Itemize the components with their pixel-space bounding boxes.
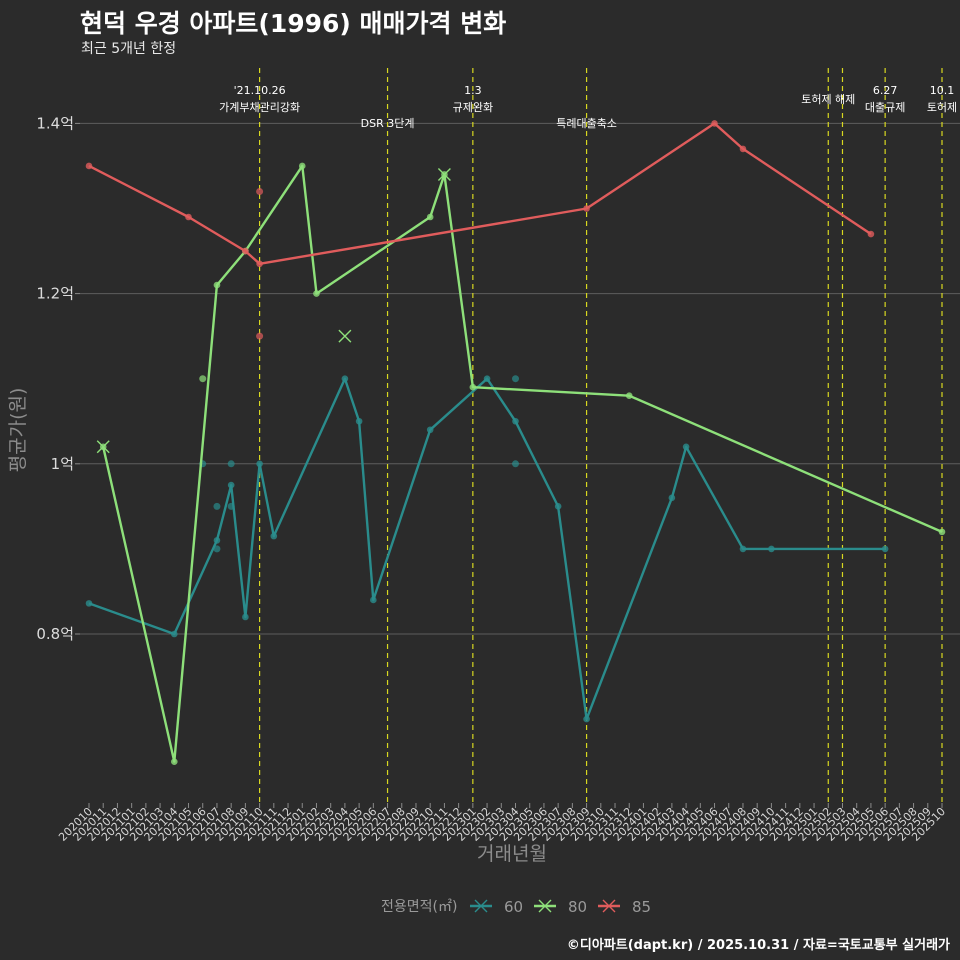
data-point [85, 162, 93, 170]
data-point [256, 260, 263, 268]
data-point [554, 503, 562, 510]
data-point [171, 630, 178, 638]
data-point [668, 494, 676, 502]
data-point [213, 281, 221, 289]
legend: 전용면적(㎡) 60 80 85 [381, 898, 651, 916]
data-point [512, 460, 519, 468]
series-group [85, 120, 946, 765]
event-date-label: '21.10.26 [234, 84, 286, 97]
event-label: 가계부채관리강화 [219, 101, 300, 114]
data-point [256, 187, 264, 195]
cross-point [437, 167, 451, 181]
series-85 [85, 120, 875, 340]
data-point [341, 375, 349, 383]
y-tick-label: 1.4억 [36, 114, 74, 132]
data-point [185, 213, 192, 221]
legend-title: 전용면적(㎡) [381, 899, 457, 915]
data-point [171, 758, 178, 765]
source-caption: ©디아파트(dapt.kr) / 2025.10.31 / 자료=국토교통부 실… [566, 938, 950, 953]
cross-point [338, 329, 352, 343]
series-line-85 [88, 122, 872, 265]
event-label: DSR 3단계 [361, 117, 415, 130]
legend-label: 80 [568, 898, 587, 916]
cross-point [96, 440, 110, 454]
data-point [739, 545, 747, 553]
data-point [426, 213, 434, 221]
event-date-label: 10.1 [930, 84, 955, 97]
data-point [256, 332, 264, 340]
event-markers [259, 68, 943, 803]
event-label: 특례대출축소 [556, 117, 617, 130]
data-point [739, 145, 747, 153]
event-date-label: 1.3 [464, 84, 482, 97]
event-label: 대출규제 [865, 101, 905, 114]
data-point [85, 600, 93, 607]
data-point [938, 528, 946, 536]
data-point [227, 460, 235, 468]
data-point [355, 417, 363, 425]
data-point [213, 545, 221, 553]
y-axis-title: 평균가(원) [7, 388, 29, 473]
y-tick-label: 0.8억 [36, 625, 74, 643]
data-point [270, 532, 278, 540]
data-point [199, 375, 207, 383]
data-point [881, 545, 889, 553]
series-60 [85, 375, 889, 723]
data-point [370, 596, 377, 604]
data-point [711, 120, 718, 127]
data-point [227, 481, 235, 489]
chart-title: 현덕 우경 아파트(1996) 매매가격 변화 [80, 9, 507, 38]
data-point [768, 545, 775, 553]
data-point [242, 613, 249, 621]
x-ticks: 2020102020112020122021012021022021032021… [56, 803, 948, 844]
data-point [426, 426, 434, 434]
data-point [867, 230, 875, 238]
event-label: 토허제 해제 [801, 92, 855, 106]
data-point [625, 392, 633, 400]
data-point [583, 715, 590, 723]
y-tick-label: 1.2억 [36, 285, 74, 303]
data-point [313, 290, 320, 297]
data-point [242, 247, 249, 255]
legend-key-cross [538, 899, 552, 913]
data-point [512, 375, 519, 383]
y-ticks: 0.8억 1억 1.2억 1.4억 [36, 114, 80, 643]
legend-label: 85 [632, 898, 651, 916]
data-point [213, 502, 221, 510]
event-label: 규제완화 [453, 101, 493, 114]
event-label: 토허제 [927, 101, 957, 114]
data-point [256, 460, 263, 468]
y-tick-label: 1억 [51, 455, 74, 473]
event-date-label: 6.27 [873, 84, 898, 97]
data-point [483, 375, 491, 383]
data-point [469, 383, 477, 391]
x-axis-title: 거래년월 [477, 843, 547, 865]
legend-key-cross [474, 899, 488, 913]
data-point [512, 417, 519, 425]
chart-subtitle: 최근 5개년 한정 [81, 41, 177, 57]
data-point [227, 502, 235, 510]
legend-key-cross [602, 899, 616, 913]
grid-lines [80, 122, 960, 635]
legend-label: 60 [504, 898, 523, 916]
data-point [298, 162, 306, 170]
data-point [213, 537, 221, 544]
data-point [682, 443, 690, 451]
data-point [583, 205, 590, 212]
series-line-60 [88, 377, 886, 721]
